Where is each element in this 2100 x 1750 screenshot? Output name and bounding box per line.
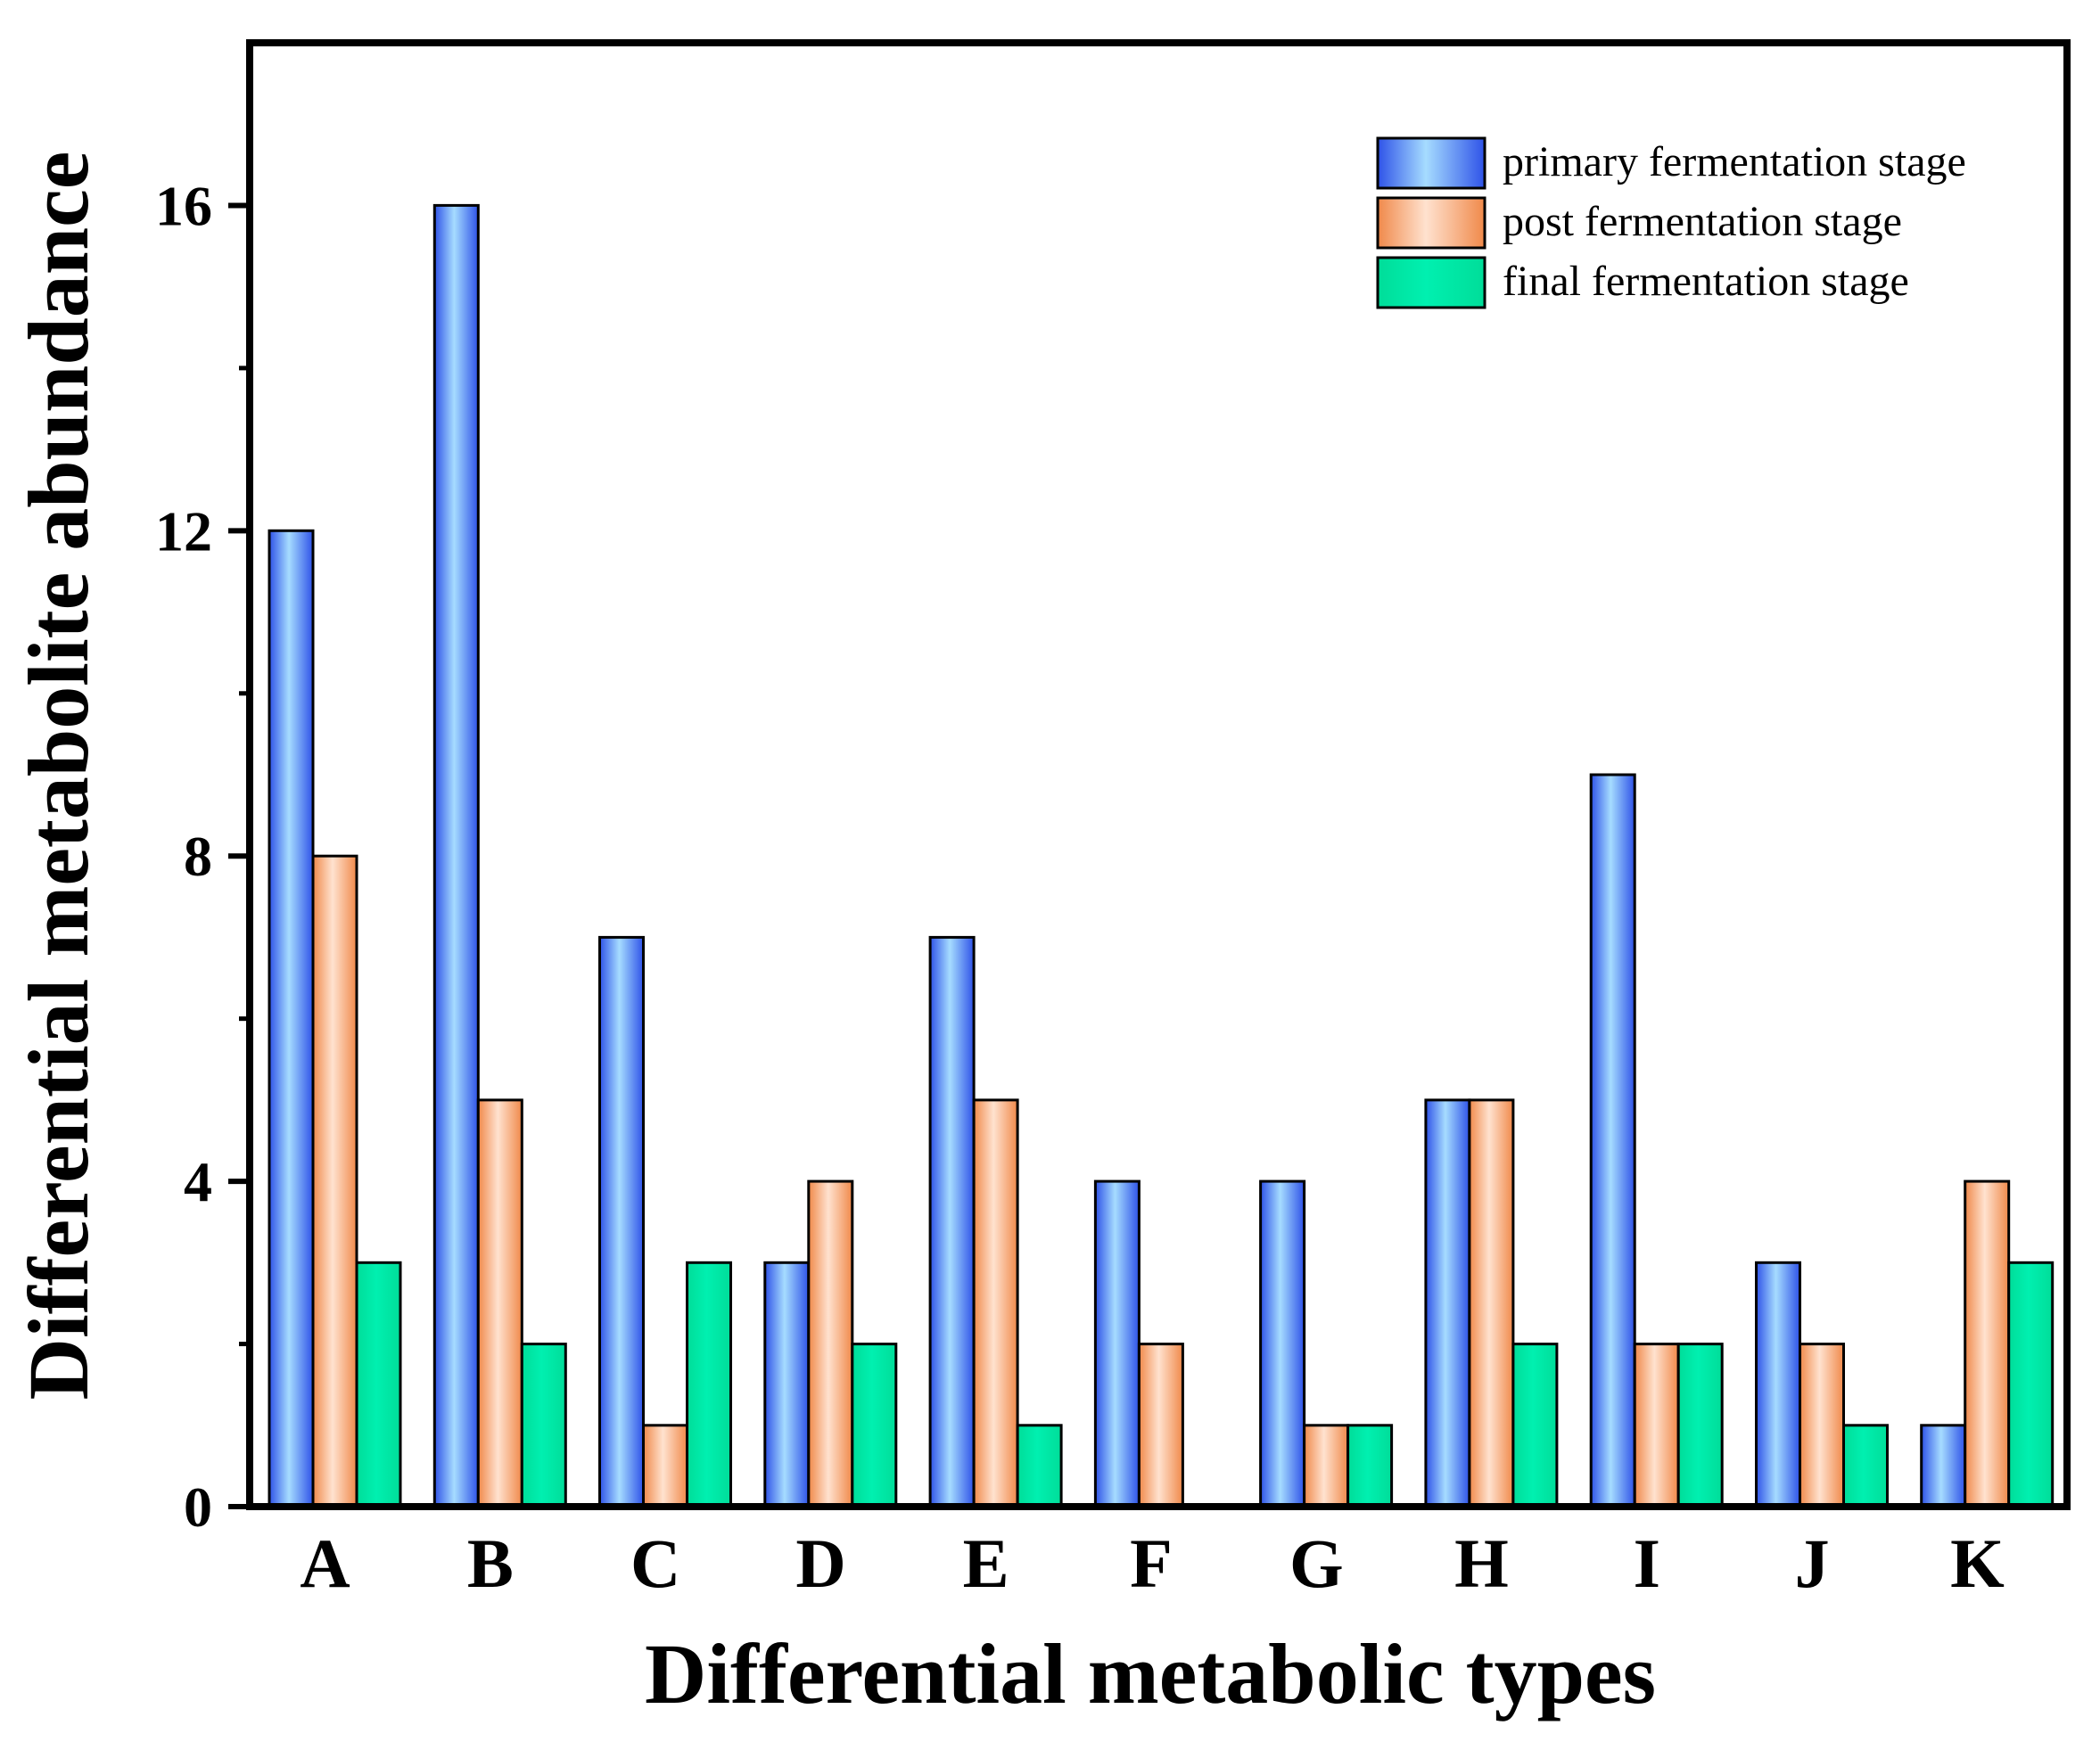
x-category-label: A [300, 1524, 350, 1602]
bar-G-series-3 [1346, 1424, 1394, 1508]
x-axis-title: Differential metabolic types [645, 1626, 1656, 1721]
bar-I-series-2 [1633, 1343, 1680, 1508]
x-category-label: E [963, 1524, 1009, 1602]
bar-K-series-3 [2007, 1261, 2055, 1508]
legend-label-1: primary fermentation stage [1503, 138, 1966, 185]
x-axis: A B C D E F G H I J K [300, 1524, 2005, 1602]
bar-I-series-3 [1676, 1343, 1724, 1508]
bar-B-series-3 [520, 1343, 567, 1508]
bar-F-series-2 [1137, 1343, 1184, 1508]
legend-label-2: post fermentation stage [1503, 198, 1902, 245]
x-category-label: B [467, 1524, 514, 1602]
bar-C-series-3 [686, 1261, 732, 1508]
bar-J-series-1 [1755, 1261, 1801, 1508]
bar-D-series-1 [763, 1261, 811, 1508]
bar-E-series-2 [972, 1098, 1019, 1508]
bar-K-series-1 [1920, 1424, 1967, 1508]
legend-swatch-1 [1376, 136, 1486, 190]
bar-K-series-2 [1964, 1179, 2011, 1508]
x-category-label: D [795, 1524, 845, 1602]
bar-H-series-3 [1511, 1343, 1559, 1508]
legend: primary fermentation stage post fermentat… [1376, 136, 1966, 309]
bar-F-series-1 [1093, 1179, 1141, 1508]
legend-swatch-3 [1376, 256, 1486, 309]
x-category-label: I [1634, 1524, 1660, 1602]
bar-C-series-1 [598, 935, 645, 1508]
legend-swatch-2 [1376, 196, 1486, 250]
bar-A-series-2 [311, 854, 358, 1508]
x-category-label: G [1289, 1524, 1344, 1602]
bar-B-series-1 [432, 203, 480, 1508]
bar-J-series-3 [1842, 1424, 1889, 1508]
bar-D-series-3 [851, 1343, 898, 1508]
x-category-label: H [1454, 1524, 1509, 1602]
bar-A-series-1 [268, 529, 315, 1508]
x-category-label: J [1795, 1524, 1830, 1602]
x-category-label: K [1950, 1524, 2005, 1602]
y-tick-label: 16 [155, 174, 212, 237]
bar-C-series-2 [642, 1424, 688, 1508]
bar-A-series-3 [355, 1261, 402, 1508]
bar-B-series-2 [476, 1098, 523, 1508]
bar-E-series-1 [928, 935, 976, 1508]
bar-G-series-2 [1303, 1424, 1350, 1508]
x-category-label: F [1130, 1524, 1173, 1602]
plot-frame [246, 39, 2071, 1510]
y-tick-label: 0 [184, 1475, 212, 1539]
bar-G-series-1 [1259, 1179, 1306, 1508]
y-axis-title: Differential metabolite abundance [11, 152, 106, 1401]
bar-H-series-2 [1468, 1098, 1515, 1508]
bar-E-series-3 [1016, 1424, 1063, 1508]
y-tick-label: 4 [184, 1150, 212, 1213]
bars-layer [268, 203, 2055, 1508]
legend-label-3: final fermentation stage [1503, 258, 1909, 305]
bar-I-series-1 [1589, 773, 1636, 1508]
y-tick-label: 8 [184, 825, 212, 888]
y-axis: 0 4 8 12 16 [155, 174, 250, 1539]
bar-J-series-2 [1799, 1343, 1845, 1508]
x-category-label: C [630, 1524, 680, 1602]
bar-H-series-1 [1424, 1098, 1471, 1508]
bar-D-series-2 [807, 1179, 854, 1508]
y-tick-label: 12 [155, 499, 212, 563]
